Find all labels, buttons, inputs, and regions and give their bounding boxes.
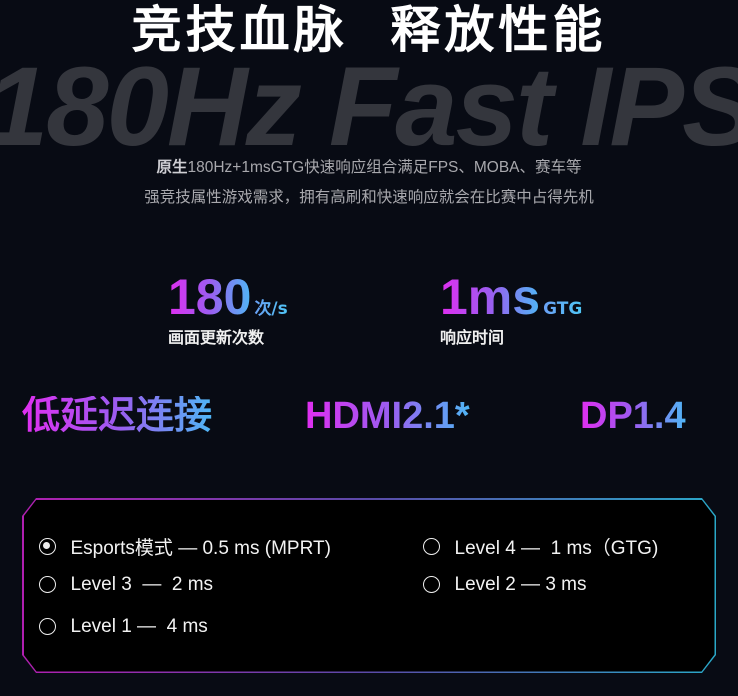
option-level-2[interactable]: Level 2 — 3 ms [423,574,587,596]
radio-icon[interactable] [39,576,56,593]
response-mode-panel: Esports模式 — 0.5 ms (MPRT) Level 4 — 1 ms… [22,498,716,673]
option-level-4[interactable]: Level 4 — 1 ms（GTG) [423,533,659,560]
option-label: Level 1 — 4 ms [70,615,208,637]
option-label: Level 4 — 1 ms（GTG) [454,537,659,559]
option-label: Esports模式 — 0.5 ms (MPRT) [70,537,331,559]
port-dp: DP1.4 [580,395,686,437]
stat-unit: 次/s [254,294,287,319]
page-title: 竞技血脉 释放性能 [131,1,607,59]
radio-selected-icon[interactable] [39,538,56,555]
option-label: Level 2 — 3 ms [454,573,587,595]
radio-icon[interactable] [423,576,440,593]
watermark-text: 180Hz Fast IPS [0,44,738,169]
port-hdmi: HDMI2.1* [305,395,470,437]
stat-response-time: 1ms GTG 响应时间 [440,272,582,348]
stat-label: 画面更新次数 [168,328,265,347]
description-line-2: 强竞技属性游戏需求，拥有高刷和快速响应就会在比赛中占得先机 [144,189,594,206]
option-esports[interactable]: Esports模式 — 0.5 ms (MPRT) [39,533,331,560]
radio-icon[interactable] [423,538,440,555]
radio-icon[interactable] [39,618,56,635]
description-line-1: 原生180Hz+1msGTG快速响应组合满足FPS、MOBA、赛车等 [0,158,738,178]
stat-value: 180 [168,269,252,325]
description-rest: 180Hz+1msGTG快速响应组合满足FPS、MOBA、赛车等 [187,159,582,176]
description-bold: 原生 [156,159,188,176]
connectivity-label: 低延迟连接 [22,395,213,437]
option-level-1[interactable]: Level 1 — 4 ms [39,616,208,638]
stat-value: 1ms [440,269,541,325]
stat-label: 响应时间 [440,328,505,347]
option-label: Level 3 — 2 ms [70,573,214,595]
stat-refresh-rate: 180 次/s 画面更新次数 [168,272,288,348]
stat-unit: GTG [543,299,583,319]
option-level-3[interactable]: Level 3 — 2 ms [39,574,214,596]
